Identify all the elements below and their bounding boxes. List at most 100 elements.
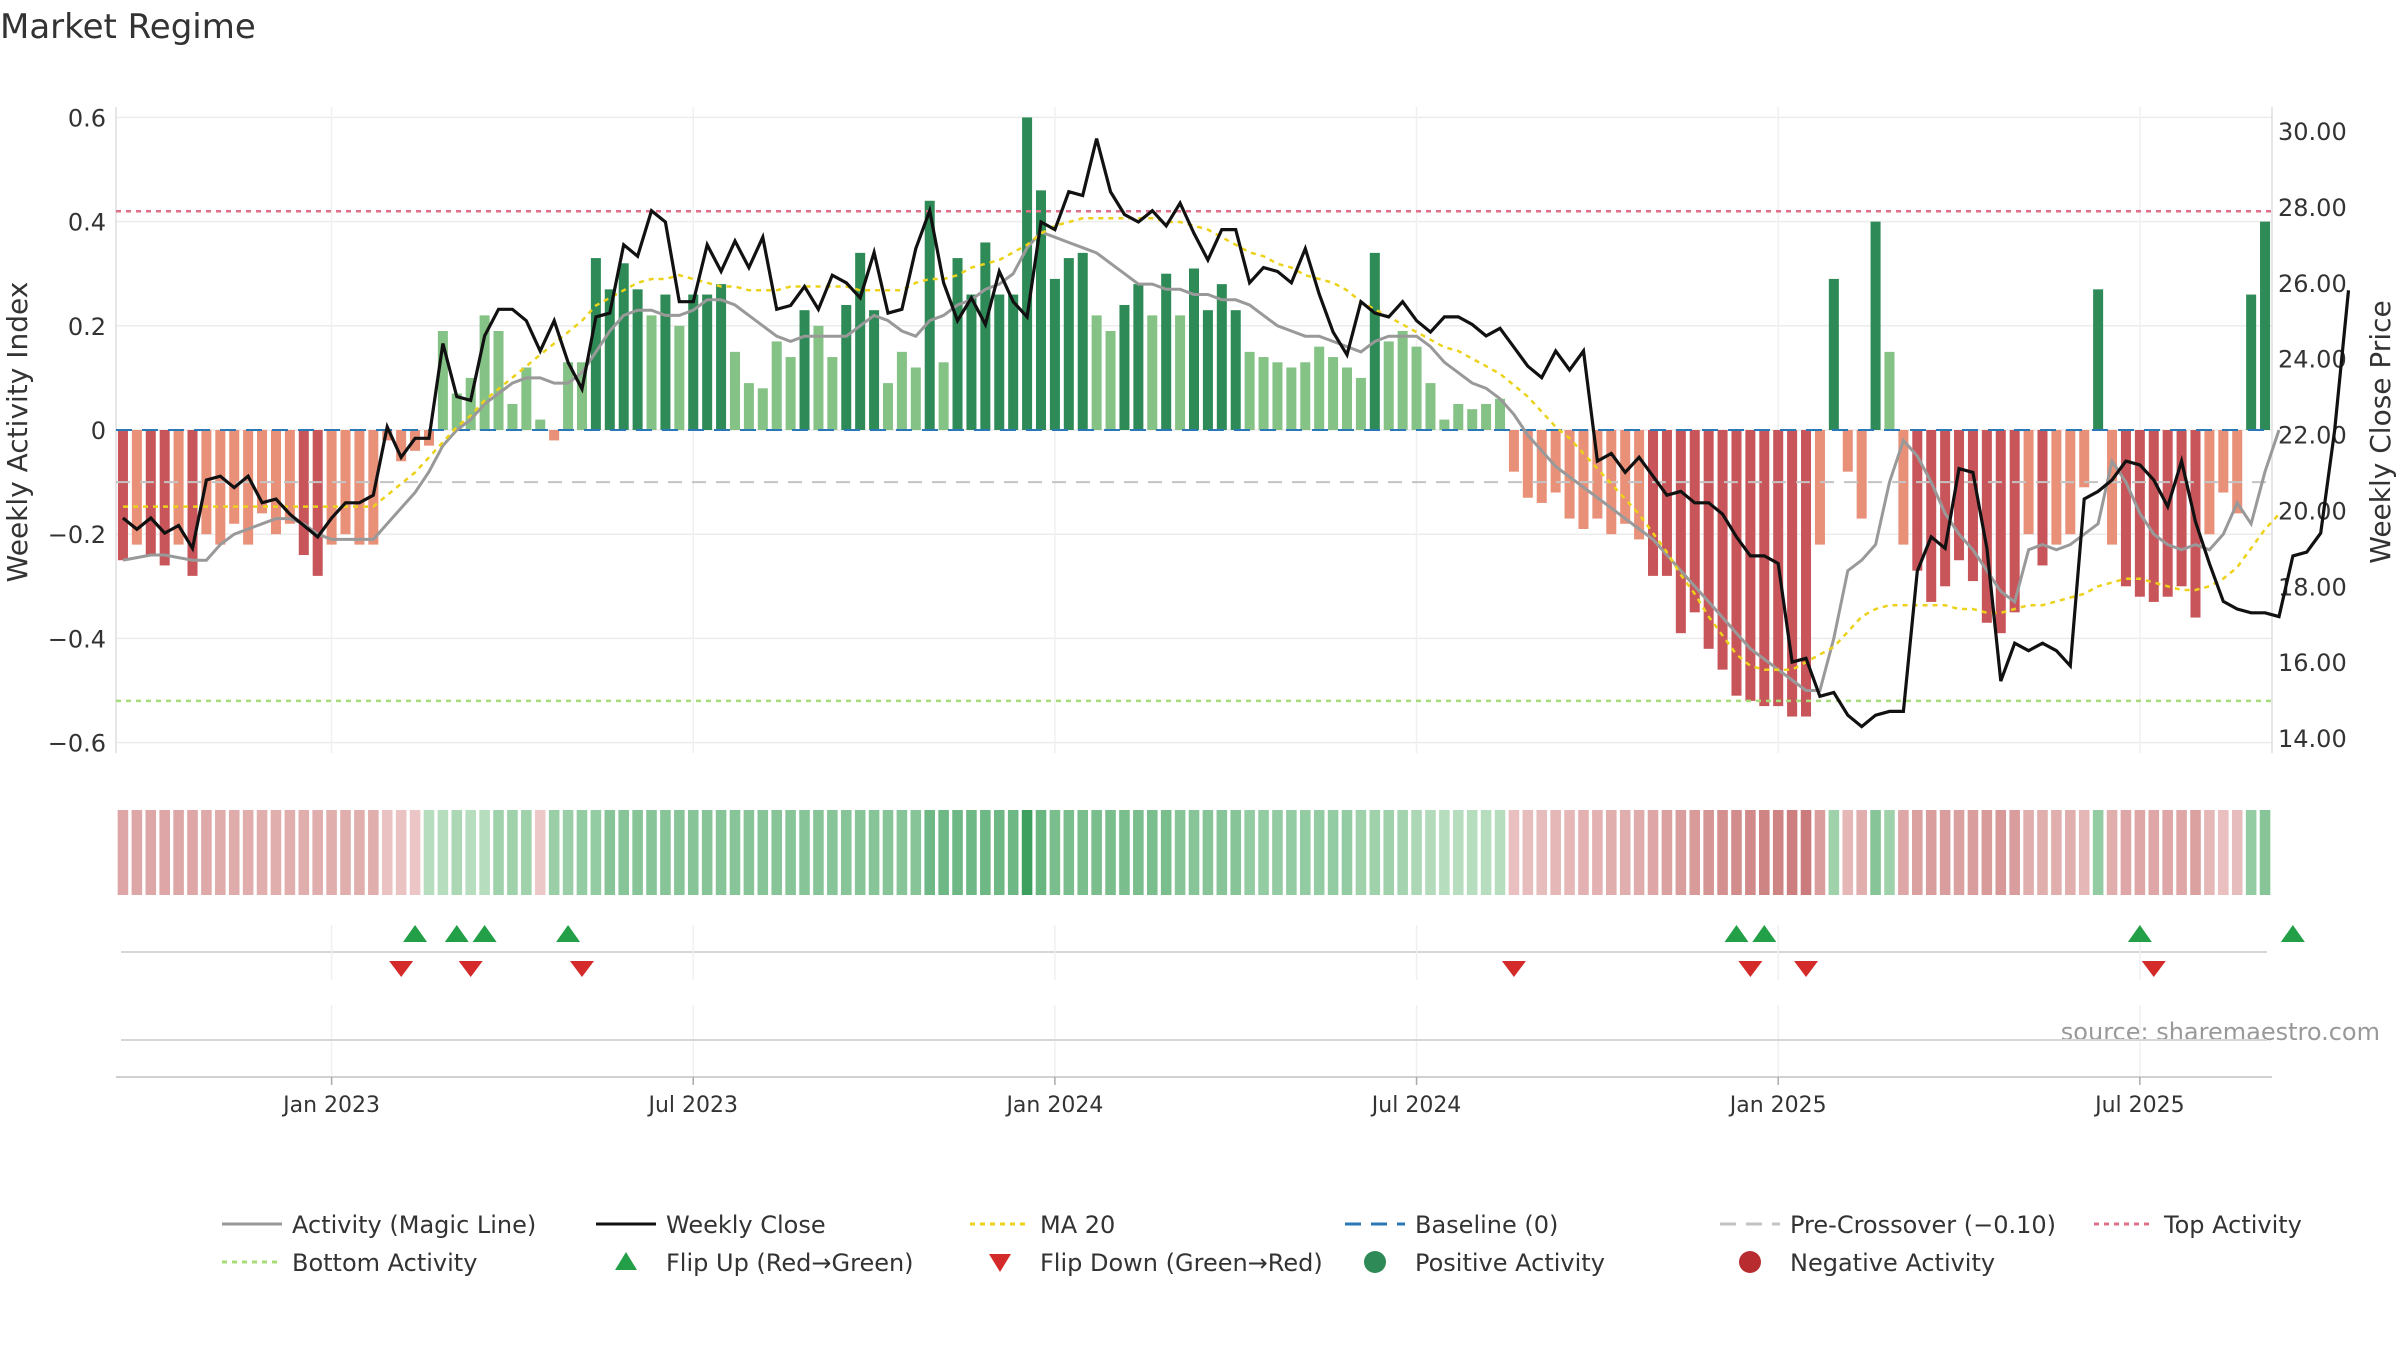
regime-cell [1119, 810, 1130, 895]
regime-cell [1731, 810, 1742, 895]
regime-cell [1842, 810, 1854, 895]
activity-bar [743, 383, 754, 430]
regime-cell [2106, 810, 2118, 895]
flip-markers-panel [121, 925, 2305, 980]
regime-cell [799, 810, 810, 895]
regime-cell [521, 810, 532, 895]
activity-bar [1634, 430, 1645, 540]
regime-cell [715, 810, 727, 895]
regime-cell [1272, 810, 1283, 895]
regime-cell [2092, 810, 2104, 895]
legend-item: Positive Activity [1364, 1249, 1605, 1277]
x-tick-label: Jan 2023 [281, 1093, 380, 1118]
legend-item: Top Activity [2094, 1211, 2302, 1239]
regime-cell [1397, 810, 1408, 895]
activity-bar [896, 351, 907, 430]
regime-cell [2259, 810, 2271, 895]
regime-cell [1174, 810, 1186, 895]
activity-bar [729, 351, 740, 430]
regime-cell [646, 810, 657, 895]
activity-bar [966, 294, 977, 430]
regime-cell [1564, 810, 1575, 895]
regime-cell [1425, 810, 1436, 895]
legend-item: Weekly Close [596, 1211, 826, 1239]
activity-bar [1703, 430, 1714, 649]
x-tick-label: Jan 2025 [1728, 1093, 1827, 1118]
activity-bar [2037, 430, 2048, 566]
activity-bar [1439, 419, 1450, 430]
activity-bar [1049, 278, 1060, 430]
regime-cell [924, 810, 936, 895]
flip-down-marker [569, 961, 594, 977]
regime-cell [2231, 810, 2243, 895]
activity-bar [1467, 409, 1478, 430]
y-tick-label: 0 [91, 417, 106, 445]
x-tick-label: Jul 2025 [2093, 1093, 2185, 1118]
regime-cell [409, 810, 421, 895]
y-axis-label: Weekly Activity Index [1, 282, 34, 583]
regime-cell [1286, 810, 1297, 895]
regime-cell [479, 810, 490, 895]
x-tick-label: Jul 2023 [646, 1093, 738, 1118]
activity-bar [1661, 430, 1672, 576]
activity-bar [2107, 430, 2118, 545]
legend-label: Negative Activity [1790, 1249, 1995, 1277]
activity-bar [1105, 331, 1116, 430]
activity-bar [1161, 273, 1172, 430]
regime-cell [2134, 810, 2146, 895]
regime-cell [1939, 810, 1951, 895]
regime-cell [1703, 810, 1714, 895]
regime-cell [966, 810, 977, 895]
regime-cell [840, 810, 852, 895]
flip-down-marker [2141, 961, 2166, 977]
activity-bar [298, 430, 309, 556]
legend-swatch [1739, 1251, 1761, 1273]
activity-bar [1995, 430, 2006, 634]
activity-bar [1689, 430, 1700, 613]
regime-cell [687, 810, 699, 895]
regime-cell [1898, 810, 1909, 895]
regime-cell [1856, 810, 1867, 895]
activity-bar [869, 310, 880, 430]
activity-bar [173, 430, 184, 545]
activity-bar [1230, 310, 1241, 430]
activity-bar [1481, 403, 1492, 430]
activity-bar [2023, 430, 2034, 535]
activity-bar [1620, 430, 1631, 524]
regime-cell [1772, 810, 1784, 895]
regime-cell [2120, 810, 2132, 895]
regime-cell [381, 810, 393, 895]
regime-cell [1606, 810, 1617, 895]
activity-bar [479, 315, 490, 430]
activity-bar [243, 430, 254, 545]
y2-tick-label: 26.00 [2278, 270, 2347, 298]
regime-cell [590, 810, 602, 895]
activity-bar [521, 367, 532, 430]
regime-cell [1188, 810, 1200, 895]
activity-bar [1425, 383, 1436, 430]
activity-bar [757, 388, 768, 430]
regime-cell [1202, 810, 1214, 895]
activity-bar [1258, 357, 1269, 430]
activity-bar [1801, 430, 1812, 717]
flip-up-marker [556, 925, 581, 942]
activity-bar [382, 430, 393, 441]
regime-cell [437, 810, 449, 895]
regime-cell [660, 810, 671, 895]
legend: Activity (Magic Line) Weekly Close MA 20 Ba… [222, 1211, 2302, 1277]
y-tick-label: −0.4 [48, 625, 106, 653]
regime-cell [2065, 810, 2076, 895]
regime-cell [618, 810, 629, 895]
regime-cell [562, 810, 574, 895]
regime-cell [1925, 810, 1937, 895]
legend-label: Positive Activity [1415, 1249, 1605, 1277]
activity-bar [1216, 284, 1227, 430]
activity-bar [1008, 294, 1019, 430]
regime-cell [785, 810, 796, 895]
regime-heat-strip [117, 810, 2271, 895]
regime-cell [854, 810, 866, 895]
regime-cell [1230, 810, 1242, 895]
activity-bar [1967, 430, 1978, 582]
legend-item: Flip Up (Red→Green) [615, 1249, 914, 1277]
regime-cell [1786, 810, 1798, 895]
